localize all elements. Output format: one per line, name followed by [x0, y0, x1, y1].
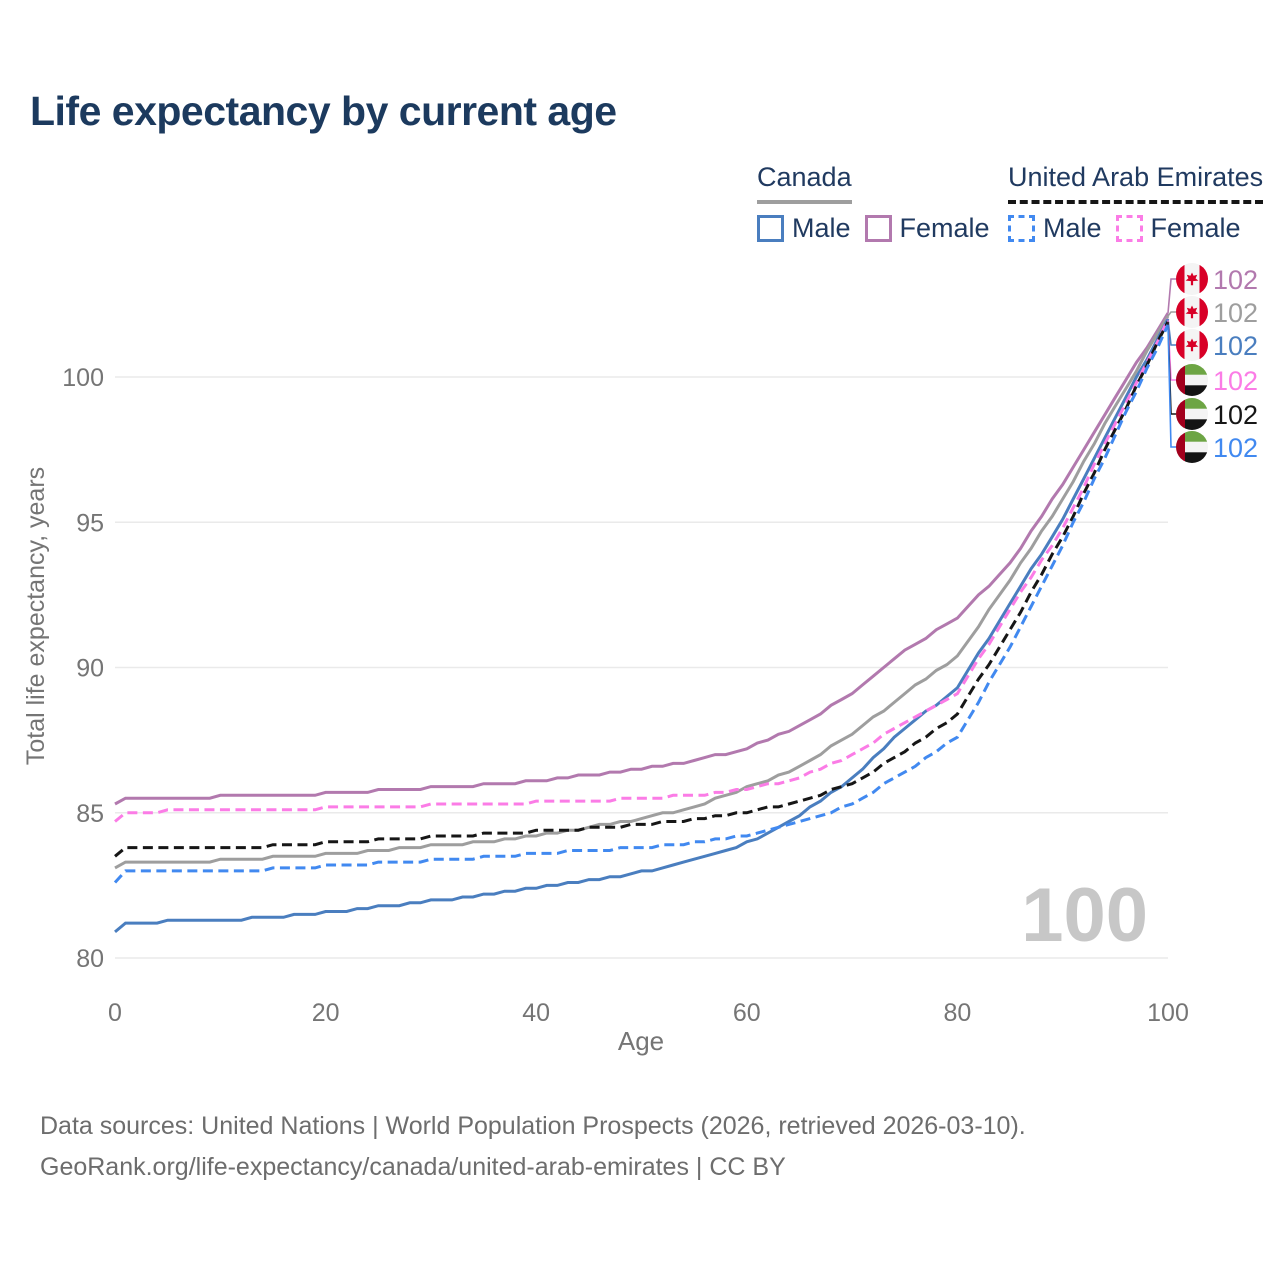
chart-title: Life expectancy by current age: [30, 88, 617, 134]
legend-items-canada: Male Female: [757, 213, 990, 244]
uae-flag-icon: [1176, 431, 1208, 463]
end-value-label-united-arab-emirates: 102: [1213, 400, 1258, 430]
canada-female-swatch-icon: [864, 215, 892, 242]
legend-header-uae: United Arab Emirates: [1008, 162, 1264, 204]
y-tick-label-95: 95: [76, 509, 104, 537]
x-tick-label-60: 60: [733, 999, 761, 1027]
y-tick-label-100: 100: [62, 364, 104, 392]
series-lines: [113, 312, 1170, 934]
gridlines: 80 85 90 95 100 0 20 40 60 80 100: [62, 364, 1189, 1027]
legend-item-label: Female: [899, 213, 990, 243]
y-axis-title: Total life expectancy, years: [22, 467, 50, 765]
end-value-label-canada: 102: [1213, 298, 1258, 328]
uae-flag-icon: [1176, 364, 1208, 396]
end-connector-canada-female: [1167, 278, 1176, 314]
data-source-line: Data sources: United Nations | World Pop…: [40, 1112, 1026, 1140]
series-line-canada-female[interactable]: [114, 312, 1170, 806]
canada-flag-icon: [1176, 329, 1208, 361]
end-connector-canada: [1167, 311, 1176, 317]
attribution-line: GeoRank.org/life-expectancy/canada/unite…: [40, 1153, 786, 1181]
x-tick-label-100: 100: [1147, 999, 1189, 1027]
legend-item-label: Female: [1150, 213, 1241, 243]
legend-item-canada-female[interactable]: Female: [864, 213, 990, 244]
end-connector-united-arab-emirates-male: [1167, 324, 1176, 448]
age-watermark: 100: [1021, 873, 1148, 958]
series-line-canada[interactable]: [114, 315, 1170, 870]
series-line-united-arab-emirates-female[interactable]: [114, 318, 1170, 823]
end-value-label-united-arab-emirates-female: 102: [1213, 366, 1258, 396]
x-tick-label-20: 20: [312, 999, 340, 1027]
end-value-label-canada-male: 102: [1213, 331, 1258, 361]
data-source-note: Data sources: United Nations | World Pop…: [40, 1106, 1026, 1188]
legend-header-canada: Canada: [757, 162, 852, 204]
series-line-canada-male[interactable]: [114, 318, 1170, 934]
legend-item-label: Male: [792, 213, 851, 243]
legend-items-uae: Male Female: [1008, 213, 1263, 244]
legend-item-canada-male[interactable]: Male: [757, 213, 851, 244]
end-value-label-canada-female: 102: [1213, 265, 1258, 295]
legend-group-canada: Canada Male Female: [757, 162, 990, 244]
x-tick-label-80: 80: [943, 999, 971, 1027]
legend-item-label: Male: [1043, 213, 1102, 243]
x-axis-title: Age: [618, 1026, 664, 1056]
uae-male-swatch-icon: [1008, 215, 1035, 242]
canada-flag-icon: [1176, 263, 1208, 295]
series-line-united-arab-emirates[interactable]: [114, 321, 1170, 858]
canada-male-swatch-icon: [757, 215, 784, 242]
y-tick-label-85: 85: [76, 800, 104, 828]
series-line-united-arab-emirates-male[interactable]: [113, 324, 1170, 884]
end-value-label-united-arab-emirates-male: 102: [1213, 433, 1258, 463]
uae-female-swatch-icon: [1115, 215, 1143, 242]
legend-group-uae: United Arab Emirates Male Female: [1008, 162, 1264, 244]
canada-flag-icon: [1176, 296, 1208, 328]
x-tick-label-0: 0: [108, 999, 122, 1027]
y-tick-label-80: 80: [76, 945, 104, 973]
legend-item-uae-male[interactable]: Male: [1008, 213, 1102, 244]
uae-flag-icon: [1176, 398, 1208, 430]
y-tick-label-90: 90: [76, 655, 104, 683]
x-tick-label-40: 40: [522, 999, 550, 1027]
legend-item-uae-female[interactable]: Female: [1115, 213, 1241, 244]
